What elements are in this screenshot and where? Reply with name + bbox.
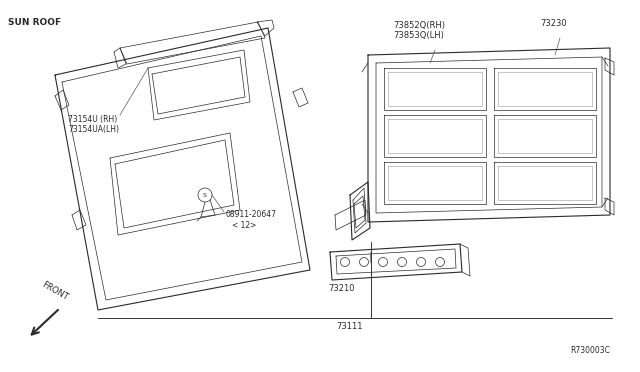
Text: 08911-20647: 08911-20647 xyxy=(225,210,276,219)
Text: 73230: 73230 xyxy=(540,19,566,28)
Text: R730003C: R730003C xyxy=(570,346,610,355)
Text: 73210: 73210 xyxy=(328,284,355,293)
Text: S: S xyxy=(203,192,207,198)
Text: 73154U (RH): 73154U (RH) xyxy=(68,115,117,124)
Text: 73853Q(LH): 73853Q(LH) xyxy=(393,31,444,40)
Text: 73111: 73111 xyxy=(337,322,364,331)
Text: 73852Q(RH): 73852Q(RH) xyxy=(393,21,445,30)
Text: FRONT: FRONT xyxy=(40,280,70,302)
Text: < 12>: < 12> xyxy=(232,221,257,230)
Text: 73154UA(LH): 73154UA(LH) xyxy=(68,125,119,134)
Text: SUN ROOF: SUN ROOF xyxy=(8,18,61,27)
